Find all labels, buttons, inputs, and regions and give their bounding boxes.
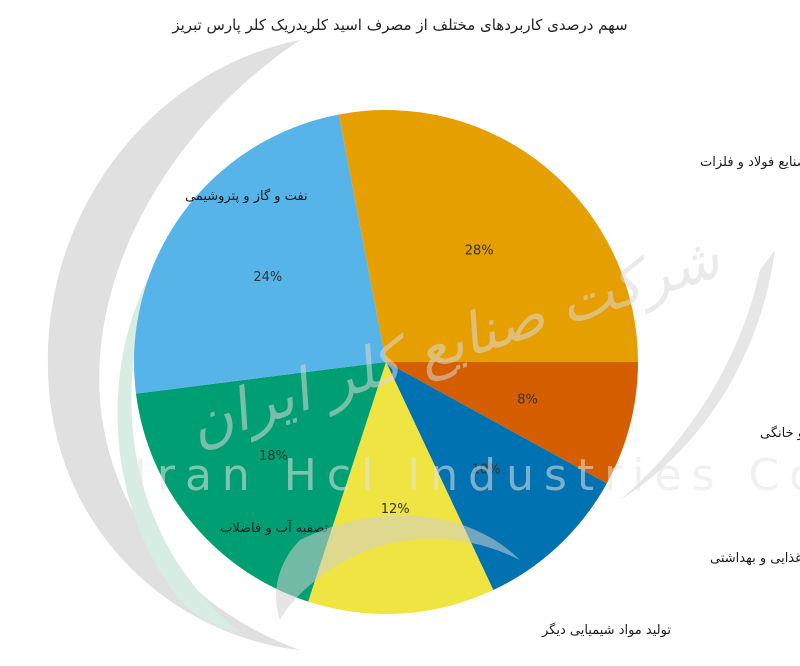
pie-slice xyxy=(338,109,638,362)
watermark-swoosh-front xyxy=(276,515,520,620)
slice-percentage-label: 24% xyxy=(253,270,282,285)
chart-title: سهم درصدی کاربردهای مختلف از مصرف اسید ک… xyxy=(171,16,627,35)
percentage-labels: 8% 10% 12% 18% 24% 28% xyxy=(253,243,538,517)
category-labels: مصارف خدماتی و خانگی صنایع غذایی و بهداشت… xyxy=(185,155,800,638)
slice-category-label: تولید مواد شیمیایی دیگر xyxy=(541,622,671,638)
slice-category-label: صنایع فولاد و فلزات xyxy=(700,155,800,170)
slice-percentage-label: 12% xyxy=(381,502,410,517)
slice-percentage-label: 10% xyxy=(472,463,501,478)
slice-category-label: تصفیه آب و فاضلاب xyxy=(220,519,328,536)
watermark-latin-text: Iran Hcl Industries Co xyxy=(134,450,800,501)
watermark-swoosh-green xyxy=(117,235,240,632)
slice-category-label: نفت و گاز و پتروشیمی xyxy=(185,188,308,204)
watermark-logo xyxy=(47,40,775,650)
slice-percentage-label: 18% xyxy=(259,449,288,464)
pie-slice xyxy=(386,362,607,591)
slice-percentage-label: 28% xyxy=(465,243,494,258)
slice-percentage-label: 8% xyxy=(517,392,538,407)
watermark-swoosh-right xyxy=(620,250,775,500)
slice-category-label: صنایع غذایی و بهداشتی xyxy=(710,551,800,566)
watermark-swoosh-gray xyxy=(47,40,300,650)
pie-slice xyxy=(386,362,638,484)
pie-slice xyxy=(134,114,386,394)
slice-category-label: مصارف خدماتی و خانگی xyxy=(760,425,800,441)
